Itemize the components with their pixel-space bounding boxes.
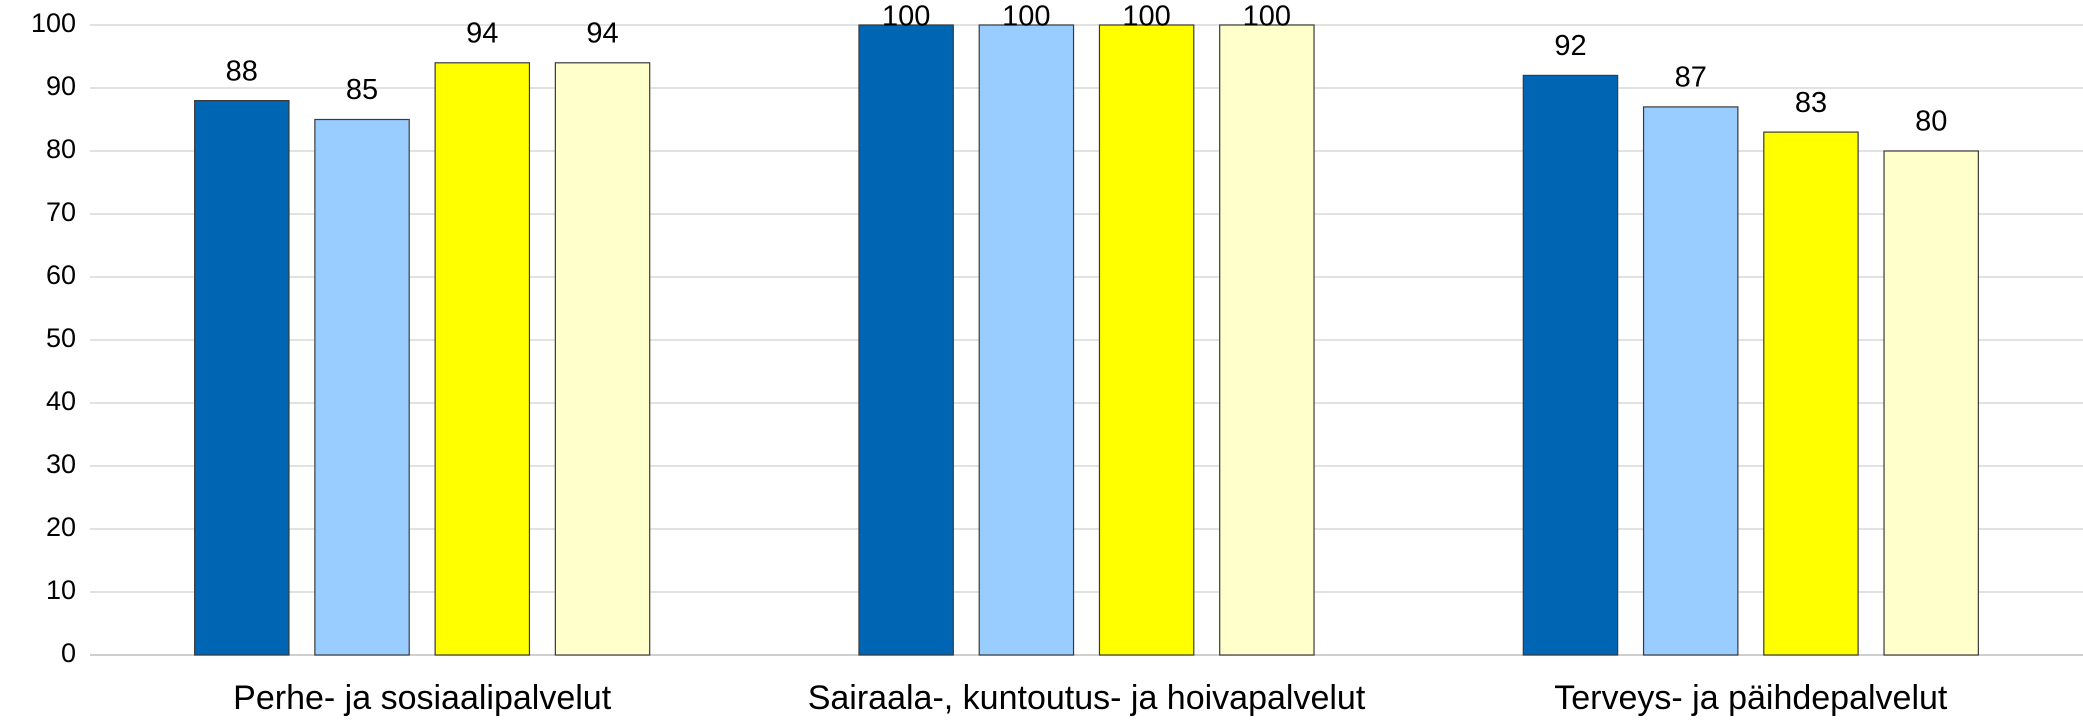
value-label: 92 bbox=[1554, 30, 1586, 62]
value-label: 100 bbox=[1002, 1, 1050, 33]
y-tick-label: 100 bbox=[31, 8, 76, 38]
value-label: 83 bbox=[1795, 87, 1827, 119]
value-label: 85 bbox=[346, 74, 378, 106]
x-tick-label: Perhe- ja sosiaalipalvelut bbox=[233, 679, 612, 717]
bar bbox=[1883, 150, 1979, 656]
y-tick-label: 50 bbox=[46, 323, 76, 353]
y-tick-label: 90 bbox=[46, 71, 76, 101]
bar bbox=[194, 99, 290, 656]
x-tick-label: Terveys- ja päihdepalvelut bbox=[1554, 679, 1948, 717]
value-label: 80 bbox=[1915, 106, 1947, 138]
bar bbox=[1763, 131, 1859, 656]
y-tick-label: 20 bbox=[46, 512, 76, 542]
bar bbox=[1642, 106, 1739, 656]
value-label: 94 bbox=[466, 17, 498, 49]
y-tick-label: 80 bbox=[46, 134, 76, 164]
value-label: 87 bbox=[1675, 62, 1707, 94]
bar bbox=[434, 62, 531, 656]
y-tick-label: 30 bbox=[46, 449, 76, 479]
bar bbox=[314, 118, 410, 656]
y-tick-label: 40 bbox=[46, 386, 76, 416]
bar bbox=[858, 24, 954, 656]
value-label: 100 bbox=[1122, 1, 1170, 33]
bar bbox=[978, 24, 1075, 656]
value-label: 100 bbox=[882, 1, 930, 33]
bar bbox=[1219, 24, 1315, 656]
bar bbox=[554, 62, 651, 656]
x-tick-label: Sairaala-, kuntoutus- ja hoivapalvelut bbox=[808, 679, 1366, 717]
y-tick-label: 10 bbox=[46, 575, 76, 605]
bar bbox=[1522, 74, 1619, 656]
y-tick-label: 0 bbox=[61, 638, 76, 668]
value-label: 88 bbox=[226, 55, 258, 87]
value-label: 94 bbox=[586, 17, 618, 49]
y-tick-label: 60 bbox=[46, 260, 76, 290]
bar bbox=[1098, 24, 1195, 656]
y-tick-label: 70 bbox=[46, 197, 76, 227]
value-label: 100 bbox=[1243, 1, 1291, 33]
